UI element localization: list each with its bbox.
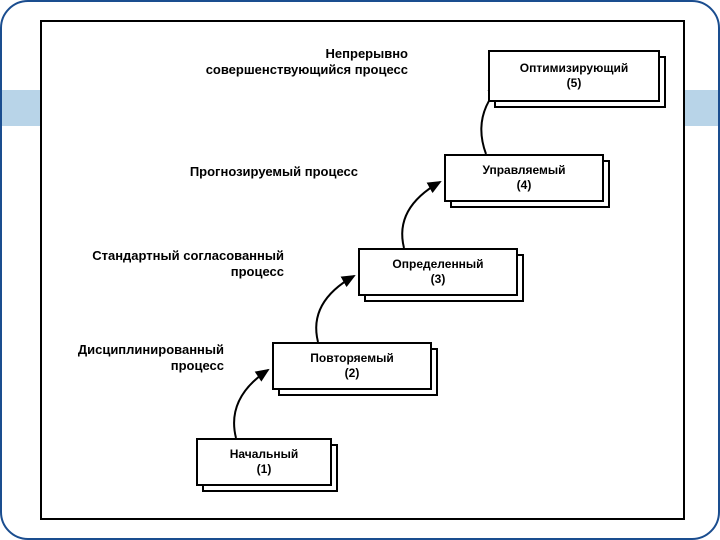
level-number: (5) [567,76,582,91]
level-number: (3) [431,272,446,287]
level-desc-3: Стандартный согласованный процесс [84,248,284,279]
level-desc-5: Непрерывно совершенствующийся процесс [198,46,408,77]
level-box-4: Управляемый(4) [444,154,610,208]
arrow-2-to-3 [316,276,354,342]
level-box-1: Начальный(1) [196,438,338,492]
level-box-front: Начальный(1) [196,438,332,486]
level-title: Управляемый [482,163,565,178]
level-title: Определенный [392,257,483,272]
arrow-1-to-2 [234,370,268,438]
level-title: Повторяемый [310,351,393,366]
level-box-front: Управляемый(4) [444,154,604,202]
level-box-5: Оптимизирующий(5) [488,50,666,108]
level-box-front: Повторяемый(2) [272,342,432,390]
level-title: Оптимизирующий [520,61,628,76]
level-title: Начальный [230,447,299,462]
level-box-3: Определенный(3) [358,248,524,302]
level-number: (4) [517,178,532,193]
level-number: (2) [345,366,360,381]
level-desc-4: Прогнозируемый процесс [128,164,358,180]
level-desc-2: Дисциплинированный процесс [44,342,224,373]
level-box-front: Оптимизирующий(5) [488,50,660,102]
level-number: (1) [257,462,272,477]
level-box-front: Определенный(3) [358,248,518,296]
level-box-2: Повторяемый(2) [272,342,438,396]
arrow-3-to-4 [402,182,440,248]
